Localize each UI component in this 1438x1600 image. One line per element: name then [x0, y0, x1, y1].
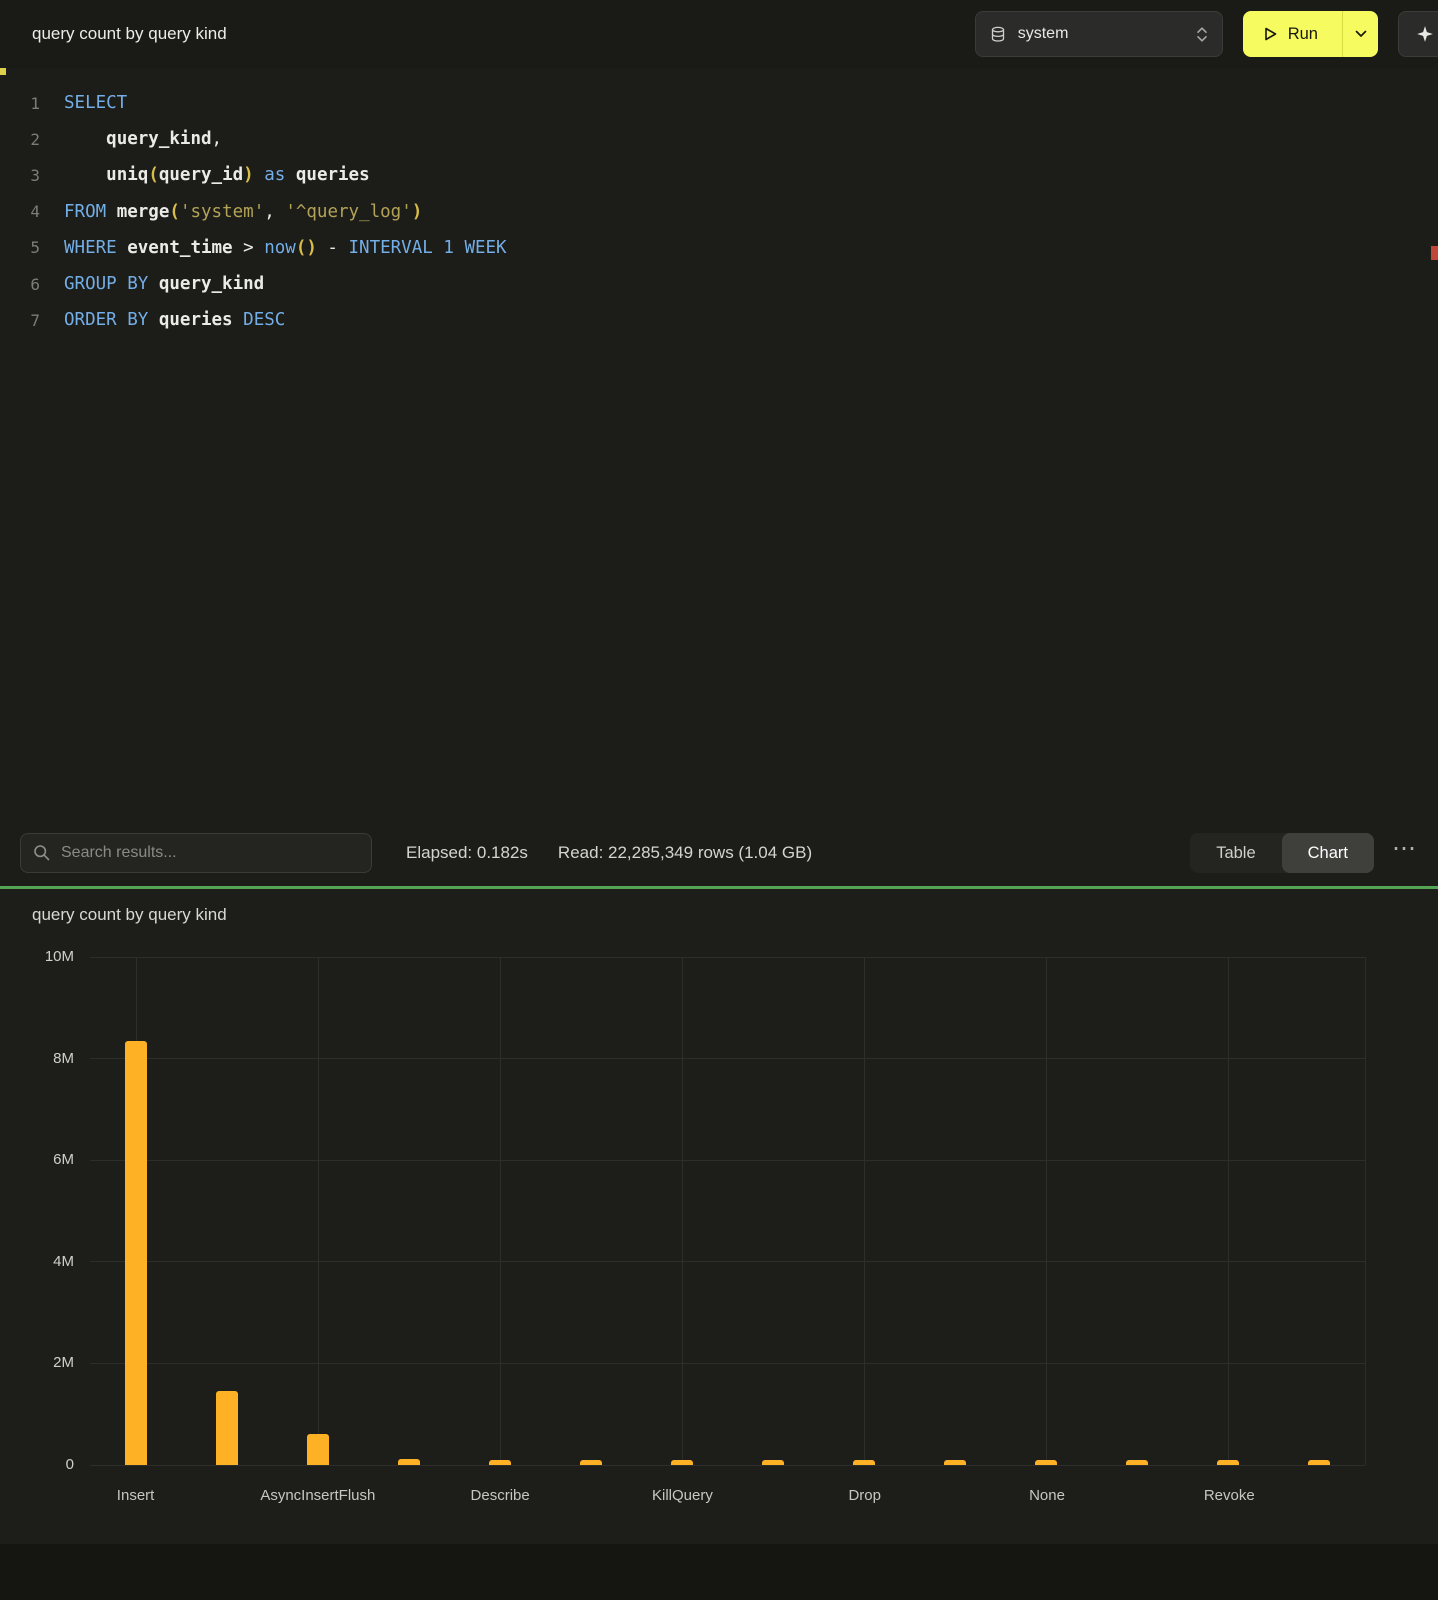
code-line[interactable]: 5 WHERE event_time > now() - INTERVAL 1 W… [0, 230, 1438, 266]
secondary-action-button[interactable] [1398, 11, 1438, 57]
code-line[interactable]: 1 SELECT [0, 85, 1438, 121]
x-tick-label: Drop [848, 1487, 881, 1504]
code-line[interactable]: 7 ORDER BY queries DESC [0, 302, 1438, 338]
run-button-label: Run [1287, 24, 1318, 43]
x-tick-label: Revoke [1203, 1487, 1255, 1504]
bar [944, 1460, 967, 1465]
scrollbar-error-marker [1431, 246, 1438, 260]
line-number: 1 [30, 93, 40, 113]
view-toggle: Table Chart [1190, 833, 1374, 873]
bar [215, 1391, 238, 1465]
database-selector-value: system [1017, 25, 1069, 42]
code-line[interactable]: 6 GROUP BY query_kind [0, 266, 1438, 302]
database-selector[interactable]: system [974, 11, 1223, 57]
bar [1035, 1460, 1058, 1465]
results-toolbar: Elapsed: 0.182s Read: 22,285,349 rows (1… [0, 820, 1438, 886]
database-icon [990, 26, 1006, 43]
line-number: 6 [30, 274, 40, 294]
x-tick-label: None [1029, 1487, 1065, 1504]
line-number: 5 [30, 238, 40, 258]
sparkle-icon [1416, 25, 1434, 43]
bar [124, 1040, 147, 1465]
tab-table[interactable]: Table [1216, 843, 1256, 862]
section-divider [0, 886, 1438, 889]
y-tick-label: 10M [44, 948, 74, 965]
run-button[interactable]: Run [1242, 11, 1342, 57]
bar [670, 1460, 693, 1465]
line-number: 2 [30, 129, 40, 149]
bottom-strip [0, 1544, 1438, 1600]
active-line-marker [0, 68, 6, 75]
code-lines: 1 SELECT 2 query_kind, 3 uniq(query_id) as … [0, 68, 1438, 338]
bar [488, 1459, 511, 1465]
y-axis-labels: 0 2M 4M 6M 8M 10M [0, 948, 90, 1473]
search-results-input[interactable] [20, 833, 372, 873]
plot-area [90, 956, 1366, 1466]
elapsed-stat: Elapsed: 0.182s [406, 843, 528, 862]
y-tick-label: 4M [53, 1252, 74, 1270]
chart-title: query count by query kind [32, 905, 227, 924]
line-number: 3 [30, 165, 40, 185]
code-line[interactable]: 2 query_kind, [0, 121, 1438, 157]
chart-panel: query count by query kind 0 2M 4M 6M 8M 10M I… [0, 889, 1438, 1600]
top-bar: query count by query kind system [0, 0, 1438, 68]
x-tick-label: Describe [470, 1487, 530, 1504]
y-tick-label: 2M [53, 1354, 74, 1372]
bar [306, 1433, 329, 1465]
bar [1217, 1460, 1240, 1465]
y-tick-label: 0 [65, 1456, 74, 1473]
line-number: 4 [30, 202, 40, 222]
query-title: query count by query kind [32, 24, 227, 43]
bar [1308, 1460, 1331, 1465]
tab-chart[interactable]: Chart [1281, 833, 1374, 873]
bar [762, 1460, 785, 1465]
search-box [20, 833, 372, 873]
read-stat: Read: 22,285,349 rows (1.04 GB) [557, 843, 813, 862]
run-button-group: Run [1242, 11, 1378, 57]
sql-editor[interactable]: 1 SELECT 2 query_kind, 3 uniq(query_id) as … [0, 68, 1438, 820]
bar [1126, 1460, 1149, 1465]
line-number: 7 [30, 310, 40, 330]
x-tick-label: AsyncInsertFlush [260, 1487, 376, 1504]
run-options-button[interactable] [1342, 11, 1378, 57]
y-tick-label: 6M [53, 1151, 74, 1169]
chart-body: 0 2M 4M 6M 8M 10M [0, 948, 1366, 1473]
bar [579, 1460, 602, 1465]
updown-chevrons-icon [1196, 26, 1208, 43]
y-tick-label: 8M [53, 1049, 74, 1067]
x-axis-labels: Insert AsyncInsertFlush Describe KillQuery D… [90, 1487, 1366, 1511]
top-bar-actions: system Run [974, 11, 1438, 57]
code-line[interactable]: 4 FROM merge('system', '^query_log') [0, 194, 1438, 230]
play-icon [1263, 26, 1278, 42]
chevron-down-icon [1355, 30, 1367, 38]
bar [853, 1460, 876, 1465]
x-tick-label: KillQuery [651, 1487, 713, 1504]
x-tick-label: Insert [116, 1487, 155, 1504]
more-options-icon[interactable]: ⋯ [1392, 835, 1416, 862]
bar [397, 1459, 420, 1465]
code-line[interactable]: 3 uniq(query_id) as queries [0, 157, 1438, 193]
